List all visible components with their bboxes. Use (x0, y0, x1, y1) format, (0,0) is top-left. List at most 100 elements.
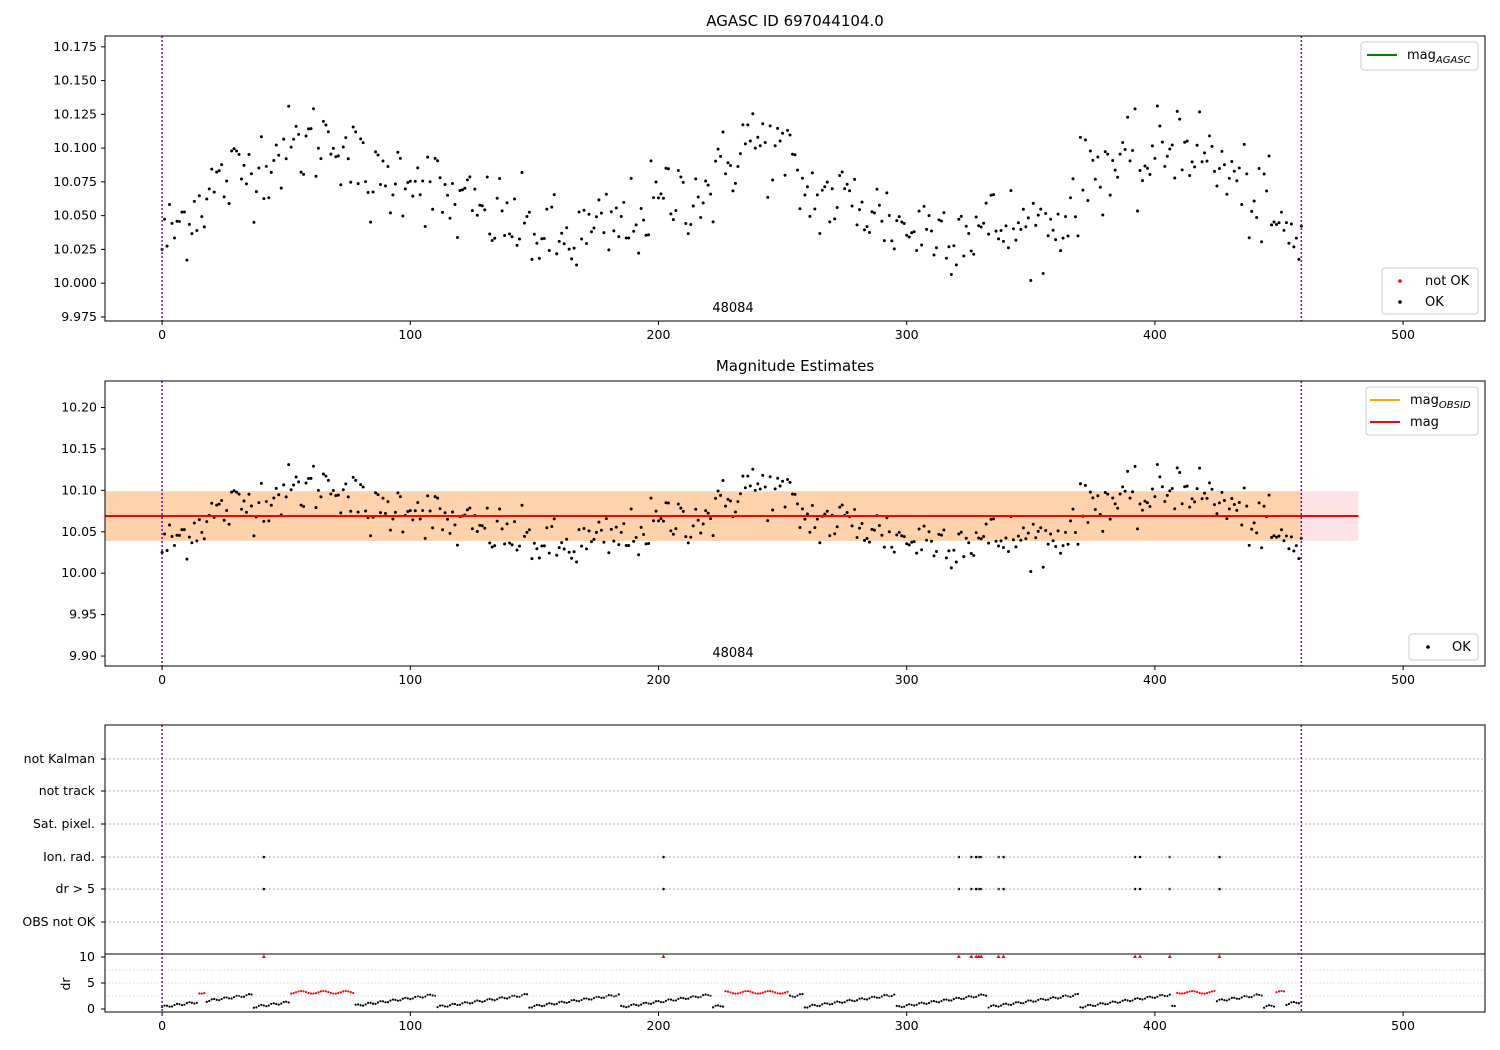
dr-point (582, 997, 586, 1000)
dr-point (570, 999, 573, 1002)
data-point (674, 527, 678, 531)
data-point (1021, 207, 1025, 211)
data-point (887, 214, 891, 218)
data-point (1103, 150, 1107, 154)
data-point (614, 206, 618, 210)
dr-point (1220, 998, 1224, 1001)
data-point (905, 542, 909, 546)
dr-point (1203, 992, 1206, 995)
data-point (235, 149, 239, 153)
data-point (699, 531, 703, 535)
data-point (1155, 463, 1159, 467)
data-point (1059, 249, 1063, 253)
legend-line-label: mag (1410, 415, 1439, 430)
data-point (865, 225, 869, 229)
data-point (227, 201, 231, 205)
dr-point (1178, 992, 1181, 995)
data-point (458, 189, 462, 193)
dr-point (786, 990, 789, 993)
data-point (515, 243, 519, 247)
dr-large-marker (1217, 954, 1222, 958)
data-point (217, 502, 221, 506)
data-point (356, 510, 360, 514)
data-point (652, 196, 656, 200)
dr-point (694, 995, 697, 998)
data-point (932, 554, 936, 558)
data-point (1193, 500, 1197, 504)
data-point (349, 180, 353, 184)
data-point (1096, 155, 1100, 159)
data-point (354, 478, 358, 482)
data-point (823, 185, 827, 189)
data-point (197, 518, 201, 522)
data-point (714, 159, 718, 163)
dr-point (883, 994, 886, 997)
data-point (676, 502, 680, 506)
data-point (339, 511, 343, 515)
flag-row-label: not Kalman (24, 751, 95, 766)
x-tick-label: 500 (1391, 1018, 1415, 1033)
data-point (1136, 527, 1140, 531)
data-point (1227, 176, 1231, 180)
data-point (225, 179, 229, 183)
data-point (527, 210, 531, 214)
data-point (1071, 507, 1075, 511)
data-point (374, 150, 378, 154)
data-point (359, 137, 363, 141)
data-point (1232, 169, 1236, 173)
data-point (746, 123, 750, 127)
data-point (1279, 210, 1283, 214)
data-point (746, 474, 750, 478)
dr-point (1153, 996, 1156, 999)
data-point (1069, 196, 1072, 200)
data-point (493, 236, 497, 240)
data-point (907, 543, 911, 547)
data-point (200, 530, 204, 534)
data-point (542, 237, 546, 241)
data-point (423, 224, 427, 228)
data-point (252, 534, 256, 538)
data-point (560, 231, 564, 235)
data-point (589, 540, 593, 544)
dr-point (575, 999, 578, 1002)
dr-point (190, 1001, 193, 1004)
data-point (1128, 159, 1132, 163)
data-point (877, 523, 881, 527)
dr-point (873, 995, 876, 998)
data-point (825, 180, 829, 184)
data-point (671, 218, 675, 222)
data-point (882, 239, 886, 243)
dr-point (1183, 992, 1186, 995)
data-point (403, 187, 407, 191)
data-point (1215, 512, 1219, 516)
dr-point (910, 1003, 913, 1006)
data-point (180, 528, 184, 532)
dr-point (1111, 1000, 1114, 1003)
data-point (994, 229, 998, 233)
dr-point (275, 1002, 278, 1006)
dr-point (1235, 997, 1238, 1000)
dr-point (989, 1004, 993, 1008)
data-point (694, 507, 698, 511)
dr-point (935, 1000, 938, 1003)
data-point (786, 128, 790, 132)
dr-point (319, 990, 323, 993)
data-point (1277, 534, 1281, 538)
dr-point (535, 1003, 538, 1006)
data-point (1294, 236, 1298, 240)
data-point (1131, 148, 1135, 152)
data-point (766, 195, 770, 199)
panel2-title: Magnitude Estimates (716, 357, 874, 375)
data-point (182, 210, 186, 214)
dr-point (1074, 993, 1077, 996)
dr-point (716, 1004, 720, 1007)
data-point (1044, 212, 1048, 215)
dr-point (205, 1000, 208, 1003)
data-point (1260, 546, 1264, 550)
data-point (1150, 144, 1154, 148)
data-point (810, 171, 814, 175)
dr-point (1215, 1000, 1219, 1003)
data-point (500, 527, 504, 531)
dr-point (163, 1004, 166, 1007)
